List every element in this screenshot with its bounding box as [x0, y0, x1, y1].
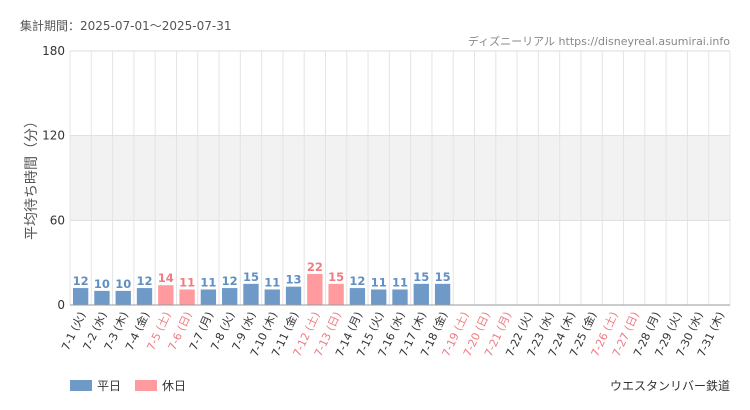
- value-label-12: 22: [307, 260, 323, 274]
- value-label-17: 15: [413, 270, 429, 284]
- bar-4: [136, 288, 153, 305]
- value-label-4: 12: [137, 274, 153, 288]
- y-tick-label: 60: [50, 213, 65, 227]
- y-axis-label: 平均待ち時間（分）: [24, 114, 40, 240]
- value-label-8: 12: [222, 274, 238, 288]
- bar-13: [328, 283, 344, 305]
- value-label-11: 13: [286, 273, 302, 287]
- horizontal-gridlines: [70, 50, 730, 221]
- bar-10: [264, 289, 280, 305]
- value-label-1: 12: [73, 274, 89, 288]
- y-tick-labels: 0 60 120 180: [42, 44, 65, 312]
- bar-12: [307, 273, 323, 305]
- x-tick-labels: 7-1 (火)7-2 (水)7-3 (木)7-4 (金)7-5 (土)7-6 (…: [59, 309, 727, 358]
- y-tick-label: 180: [42, 44, 65, 58]
- bar-5: [158, 285, 174, 305]
- legend-label-holiday: 休日: [162, 379, 186, 393]
- bar-9: [243, 283, 259, 305]
- bars: [72, 273, 451, 305]
- period-label: 集計期間：2025-07-01〜2025-07-31: [20, 18, 231, 33]
- y-tick-label: 0: [57, 298, 65, 312]
- value-label-5: 14: [158, 271, 174, 285]
- legend: 平日 休日: [70, 379, 186, 393]
- value-label-7: 11: [200, 275, 216, 289]
- y-tick-label: 120: [42, 129, 65, 143]
- bar-15: [371, 289, 387, 305]
- bar-3: [115, 290, 131, 305]
- value-labels: 12 10 10 12 14 11 11 12 15 11 13 22 15 12 11 11 15 15: [73, 260, 451, 291]
- value-label-13: 15: [328, 270, 344, 284]
- bar-11: [285, 286, 302, 305]
- bar-1: [72, 288, 89, 305]
- value-label-16: 11: [392, 275, 408, 289]
- bar-8: [222, 288, 238, 305]
- value-label-15: 11: [371, 275, 387, 289]
- bar-6: [179, 289, 195, 305]
- value-label-6: 11: [179, 275, 195, 289]
- value-label-14: 12: [349, 274, 365, 288]
- bar-18: [434, 283, 451, 305]
- bar-17: [413, 283, 429, 305]
- value-label-9: 15: [243, 270, 259, 284]
- value-label-3: 10: [115, 277, 131, 291]
- bar-7: [200, 289, 217, 305]
- bar-14: [349, 288, 366, 305]
- value-label-10: 11: [264, 275, 280, 289]
- legend-label-weekday: 平日: [97, 379, 121, 393]
- attraction-name: ウエスタンリバー鉄道: [610, 378, 730, 393]
- vertical-gridlines: [69, 51, 731, 305]
- legend-swatch-holiday: [135, 380, 157, 391]
- source-label: ディズニーリアル https://disneyreal.asumirai.inf…: [468, 34, 730, 48]
- value-label-18: 15: [435, 270, 451, 284]
- legend-swatch-weekday: [70, 380, 92, 391]
- shaded-band: [70, 135, 730, 221]
- value-label-2: 10: [94, 277, 110, 291]
- bar-2: [94, 290, 110, 305]
- bar-16: [392, 289, 408, 305]
